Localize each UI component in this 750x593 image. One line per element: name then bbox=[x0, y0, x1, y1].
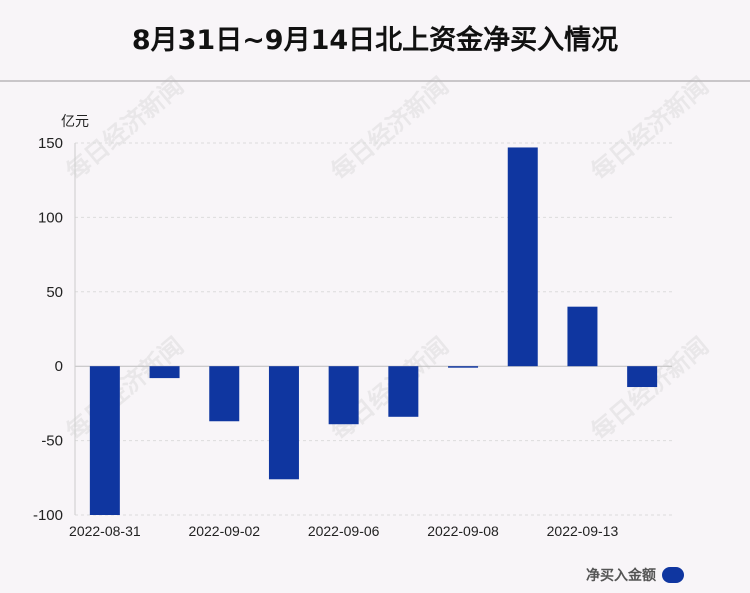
y-tick-label: 100 bbox=[38, 209, 63, 226]
x-tick-label: 2022-08-31 bbox=[69, 523, 141, 539]
bar bbox=[567, 306, 598, 367]
bar bbox=[627, 366, 658, 388]
x-tick-label: 2022-09-13 bbox=[547, 523, 619, 539]
bar bbox=[328, 366, 359, 425]
watermark: 每日经济新闻 bbox=[61, 332, 189, 446]
y-tick-label: 0 bbox=[55, 358, 63, 375]
bar bbox=[507, 147, 538, 367]
watermark: 每日经济新闻 bbox=[586, 332, 714, 446]
title-divider bbox=[0, 80, 750, 82]
x-tick-label: 2022-09-08 bbox=[427, 523, 499, 539]
y-tick-label: -50 bbox=[41, 433, 63, 450]
bar bbox=[268, 366, 299, 480]
legend-label: 净买入金额 bbox=[586, 568, 656, 584]
y-unit-label: 亿元 bbox=[61, 114, 89, 130]
legend-swatch bbox=[662, 567, 684, 583]
y-tick-label: -100 bbox=[33, 507, 63, 524]
bar bbox=[149, 366, 180, 379]
bar bbox=[209, 366, 240, 422]
x-tick-label: 2022-09-02 bbox=[188, 523, 260, 539]
y-tick-label: 50 bbox=[46, 284, 63, 301]
y-tick-label: 150 bbox=[38, 135, 63, 152]
bar bbox=[89, 366, 120, 515]
bar bbox=[388, 366, 419, 417]
chart-title: 8月31日~9月14日北上资金净买入情况 bbox=[131, 25, 619, 56]
bar bbox=[448, 366, 479, 368]
legend: 净买入金额 bbox=[586, 565, 684, 585]
x-tick-label: 2022-09-06 bbox=[308, 523, 380, 539]
watermark: 每日经济新闻 bbox=[586, 72, 714, 186]
watermark: 每日经济新闻 bbox=[326, 72, 454, 186]
